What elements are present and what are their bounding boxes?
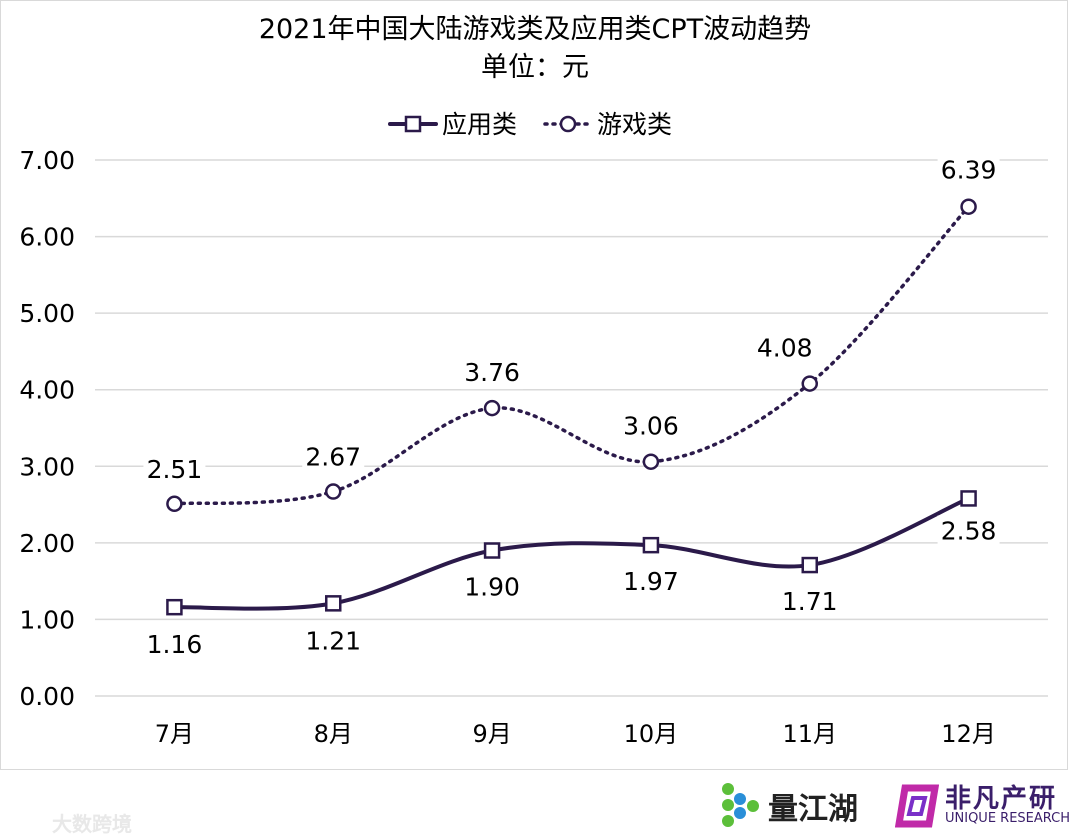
data-label: 3.76 [464,358,520,387]
data-point-circle [166,495,183,513]
y-tick-label: 2.00 [19,529,75,558]
x-tick-label: 7月 [155,720,194,748]
legend-circle-icon [559,115,577,133]
lianjianghu-logo-icon [722,782,759,827]
legend-square-icon [404,115,422,133]
data-label-bg [461,357,524,390]
y-tick-label: 5.00 [19,299,75,328]
data-label-bg [619,566,682,599]
unique-research-logo-icon [895,784,939,827]
data-label: 1.97 [623,567,679,596]
logo2-text: 非凡产研 [945,784,1058,814]
unique-research-logo: 非凡产研 UNIQUE RESEARCH [895,778,1070,833]
data-point-square [801,556,818,574]
data-label-bg [461,571,524,604]
line-chart: 2021年中国大陆游戏类及应用类CPT波动趋势 单位：元 应用类 游戏类 0.00… [19,14,1048,748]
data-label-bg [937,154,1000,187]
data-label-bg [937,515,1000,548]
data-point-square [960,490,977,507]
y-tick-label: 1.00 [19,605,75,634]
legend: 应用类 游戏类 [388,110,672,139]
lianjianghu-logo: 量江湖 [720,778,858,833]
data-label-bg [619,410,682,443]
data-label: 3.06 [623,412,679,441]
series-line-0 [172,496,971,611]
data-label: 1.71 [782,587,838,616]
chart-title: 2021年中国大陆游戏类及应用类CPT波动趋势 [259,14,811,45]
data-point-circle [801,375,818,392]
y-tick-label: 0.00 [19,682,75,711]
data-label: 1.21 [305,626,361,655]
y-tick-label: 4.00 [19,376,75,405]
data-label-bg [143,453,206,486]
legend-label: 应用类 [442,110,517,139]
data-label-bg [778,586,841,619]
data-point-circle [483,399,501,417]
data-label: 2.58 [941,516,997,545]
data-label-bg [302,441,365,474]
data-label: 2.67 [305,443,361,472]
data-label-bg [753,332,816,365]
data-label-bg [302,625,365,658]
series-line-1 [172,204,971,506]
data-point-circle [642,453,660,470]
y-tick-label: 6.00 [19,223,75,252]
data-label: 6.39 [941,156,997,185]
data-point-circle [960,198,977,215]
data-point-square [642,536,660,554]
x-tick-label: 11月 [782,720,837,748]
watermark: 大数跨境 [52,812,132,836]
data-point-square [166,598,183,616]
chart-subtitle: 单位：元 [481,52,589,83]
y-tick-label: 3.00 [19,452,75,481]
data-point-square [325,595,342,612]
chart-frame [0,0,1068,770]
logo2-subtext: UNIQUE RESEARCH [945,811,1070,826]
x-tick-label: 8月 [314,720,353,748]
logo1-text: 量江湖 [768,791,858,827]
x-tick-label: 9月 [472,720,511,748]
data-point-square [483,542,501,559]
y-tick-label: 7.00 [19,146,75,175]
data-label: 1.16 [147,630,203,659]
data-point-circle [325,483,342,500]
data-label: 2.51 [147,455,203,484]
x-tick-label: 10月 [624,720,679,748]
legend-label: 游戏类 [597,110,672,139]
x-tick-label: 12月 [941,720,996,748]
data-label: 4.08 [757,334,813,363]
data-label: 1.90 [464,573,520,602]
data-label-bg [143,629,206,662]
